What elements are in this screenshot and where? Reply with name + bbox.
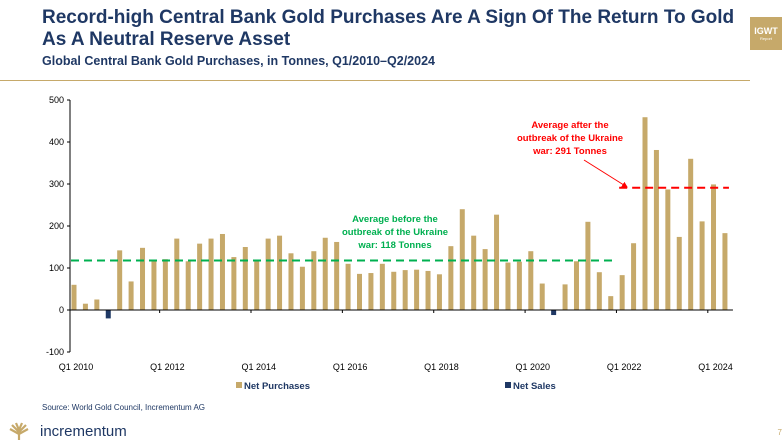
bar-net-purchases — [402, 270, 408, 310]
legend-swatch — [505, 382, 511, 388]
bar-net-purchases — [345, 263, 351, 310]
bar-net-purchases — [162, 259, 168, 310]
bar-net-purchases — [619, 275, 625, 310]
bar-net-purchases — [585, 221, 591, 310]
bar-net-purchases — [653, 149, 659, 310]
bar-net-purchases — [277, 235, 283, 310]
bar-net-purchases — [128, 281, 134, 310]
y-tick-label: 0 — [59, 305, 64, 315]
bar-net-purchases — [311, 251, 317, 310]
bar-net-purchases — [82, 303, 88, 310]
y-tick-label: 300 — [49, 179, 64, 189]
bar-net-purchases — [608, 296, 614, 310]
bar-net-purchases — [140, 247, 146, 310]
average-label: Average before the — [352, 214, 438, 225]
bar-net-purchases — [71, 284, 77, 310]
bar-net-purchases — [174, 238, 180, 310]
bar-net-purchases — [471, 235, 477, 310]
bar-chart: -100 0 100 200 300 400 500 Q1 2010 Q1 2012 Q1 201… — [46, 95, 733, 392]
average-label: outbreak of the Ukraine — [517, 133, 623, 144]
y-tick-label: 400 — [49, 137, 64, 147]
legend-label: Net Purchases — [244, 381, 310, 392]
y-tick-label: 200 — [49, 221, 64, 231]
bar-net-purchases — [368, 273, 374, 310]
x-tick-label: Q1 2024 — [698, 362, 733, 372]
bar-net-purchases — [711, 184, 717, 310]
bar-net-purchases — [231, 257, 237, 310]
bar-net-purchases — [299, 266, 305, 310]
bar-net-sales — [105, 310, 111, 319]
x-tick-label: Q1 2020 — [516, 362, 551, 372]
bar-net-purchases — [379, 263, 385, 310]
bar-net-purchases — [448, 246, 454, 310]
incrementum-logo: incrementum — [8, 422, 127, 440]
page-title: Record-high Central Bank Gold Purchases … — [42, 7, 735, 50]
bar-net-purchases — [414, 269, 420, 310]
bar-net-purchases — [185, 261, 191, 310]
bar-net-purchases — [699, 221, 705, 310]
average-label: war: 118 Tonnes — [357, 240, 431, 251]
bar-net-purchases — [631, 243, 637, 310]
bar-net-purchases — [642, 117, 648, 310]
chart-subtitle: Global Central Bank Gold Purchases, in T… — [42, 54, 435, 68]
x-tick-label: Q1 2018 — [424, 362, 459, 372]
bar-net-purchases — [117, 250, 123, 310]
y-tick-label: -100 — [46, 347, 64, 357]
bar-net-purchases — [482, 249, 488, 310]
bar-net-sales — [551, 310, 557, 316]
bar-net-purchases — [562, 284, 568, 310]
bar-net-purchases — [94, 299, 100, 310]
x-tick-label: Q1 2016 — [333, 362, 368, 372]
brand-name: incrementum — [40, 422, 127, 440]
bar-net-purchases — [197, 243, 203, 310]
bar-net-purchases — [573, 261, 579, 310]
x-tick-label: Q1 2010 — [59, 362, 94, 372]
bar-net-purchases — [357, 273, 362, 310]
bar-net-purchases — [505, 262, 511, 310]
legend-label: Net Sales — [513, 381, 556, 392]
bar-net-purchases — [494, 214, 500, 310]
bar-net-purchases — [151, 261, 157, 310]
bar-net-purchases — [528, 251, 534, 310]
legend-swatch — [236, 382, 242, 388]
bar-net-purchases — [722, 233, 728, 310]
y-tick-label: 500 — [49, 95, 64, 105]
bar-net-purchases — [322, 237, 328, 310]
igwt-report-badge: IGWT Report — [750, 17, 782, 50]
divider — [0, 80, 750, 81]
badge-title: IGWT — [754, 26, 778, 36]
bar-net-purchases — [208, 238, 214, 310]
bar-net-purchases — [391, 271, 397, 310]
bar-net-purchases — [665, 189, 671, 310]
bar-net-purchases — [254, 260, 260, 310]
tree-logo-icon — [9, 422, 29, 440]
bar-net-purchases — [436, 274, 442, 310]
bar-net-purchases — [596, 272, 602, 310]
average-label: war: 291 Tonnes — [532, 146, 607, 157]
page-number: 7 — [777, 428, 782, 437]
x-tick-label: Q1 2022 — [607, 362, 642, 372]
badge-subtitle: Report — [759, 36, 772, 41]
annotation-arrow — [583, 159, 628, 188]
bar-net-purchases — [676, 236, 682, 310]
source-note: Source: World Gold Council, Incrementum … — [42, 403, 206, 412]
bar-net-purchases — [265, 238, 271, 310]
bar-net-purchases — [425, 270, 431, 310]
x-tick-label: Q1 2012 — [150, 362, 185, 372]
bar-net-purchases — [516, 261, 522, 310]
bar-net-purchases — [334, 241, 340, 310]
average-label: Average after the — [531, 120, 608, 131]
average-label: outbreak of the Ukraine — [342, 227, 448, 238]
bar-net-purchases — [219, 233, 225, 310]
bar-net-purchases — [688, 158, 694, 310]
y-tick-label: 100 — [49, 263, 64, 273]
bar-net-purchases — [539, 283, 545, 310]
x-tick-label: Q1 2014 — [241, 362, 276, 372]
bar-net-purchases — [288, 253, 294, 310]
bar-net-purchases — [242, 247, 248, 310]
